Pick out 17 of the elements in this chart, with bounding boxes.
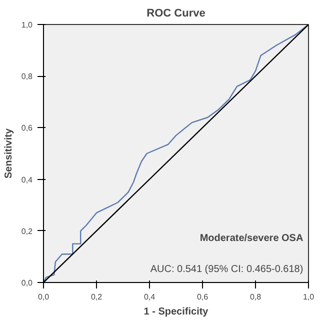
y-tick-label: 0,2 <box>21 226 34 236</box>
x-tick-label: 0,4 <box>144 292 156 302</box>
y-tick-label: 0,6 <box>21 124 34 133</box>
annotation: AUC: 0.541 (95% CI: 0.465-0.618) <box>150 264 304 275</box>
x-axis-title: 1 - Specificity <box>144 306 209 318</box>
chart-title: ROC Curve <box>146 8 206 20</box>
x-tick-label: 0,0 <box>38 292 50 302</box>
x-tick-label: 0,8 <box>250 292 262 302</box>
y-tick-label: 0,8 <box>21 72 34 82</box>
x-tick-label: 0,2 <box>90 292 103 302</box>
y-tick-label: 1,0 <box>21 20 34 30</box>
y-tick-label: 0,4 <box>21 175 34 184</box>
y-axis-title: Sensitivity <box>3 128 14 179</box>
x-tick-label: 1,0 <box>302 292 315 302</box>
y-tick-label: 0,0 <box>21 278 34 288</box>
annotation: Moderate/severe OSA <box>200 232 304 244</box>
x-tick-label: 0,6 <box>196 292 209 302</box>
